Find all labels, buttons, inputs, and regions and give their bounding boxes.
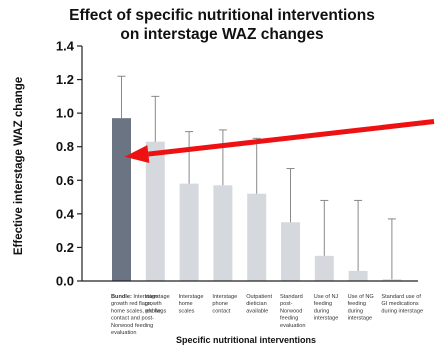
category-label-line: feeding xyxy=(314,301,332,307)
category-label-line: phone xyxy=(212,301,228,307)
category-label-line: Norwood feeding xyxy=(111,323,153,329)
category-label: Standard post-Norwood feeding evaluation xyxy=(280,294,306,329)
category-label-line: Bundle: Interstage xyxy=(111,294,158,300)
category-label-line: Interstage xyxy=(145,294,170,300)
y-tick-label: 0.0 xyxy=(56,274,74,289)
category-label-line: evaluation xyxy=(280,323,306,329)
category-label-line: during interstage xyxy=(381,308,423,314)
category-label-line: Use of NJ xyxy=(314,294,339,300)
category-label-line: during xyxy=(348,308,364,314)
category-label-line: contact and post- xyxy=(111,316,154,322)
bar xyxy=(281,222,300,281)
category-label-line: feeding xyxy=(348,301,366,307)
chart-title-line-2: on interstage WAZ changes xyxy=(120,26,323,43)
category-label: Interstage home scales xyxy=(179,294,204,314)
annotation-arrow-head xyxy=(124,145,150,164)
category-label-lead: Bundle: xyxy=(111,294,132,300)
category-label-line: post- xyxy=(280,301,293,307)
chart-title-line-1: Effect of specific nutritional intervent… xyxy=(69,7,375,24)
annotation-arrow-shaft xyxy=(148,119,435,157)
category-label-line: evaluation xyxy=(111,330,137,336)
y-tick-label: 1.0 xyxy=(56,106,74,121)
category-label-line: Use of NG xyxy=(348,294,374,300)
category-label-line: interstage xyxy=(348,316,373,322)
bar xyxy=(179,183,199,281)
bar xyxy=(213,185,233,281)
bar xyxy=(348,270,368,281)
error-bars xyxy=(117,75,396,280)
category-label-line: available xyxy=(246,308,268,314)
category-label-line: Norwood xyxy=(280,308,302,314)
category-label-line: home scales, phone xyxy=(111,308,161,314)
category-label-line: Interstage xyxy=(179,294,204,300)
bars xyxy=(112,118,402,281)
x-axis-label: Specific nutritional interventions xyxy=(176,335,316,345)
y-tick-label: 0.6 xyxy=(56,173,74,188)
category-label-line: feeding xyxy=(280,316,298,322)
category-label-line: GI medications xyxy=(381,301,419,307)
bar xyxy=(382,279,402,281)
category-label: Interstage phone contact xyxy=(212,294,237,314)
bar xyxy=(145,141,165,281)
category-label: Standard use of GI medications during inte… xyxy=(381,294,423,314)
category-label-line: Interstage xyxy=(212,294,237,300)
category-label-line: home xyxy=(179,301,193,307)
y-tick-label: 1.2 xyxy=(56,72,74,87)
category-label-line: Standard xyxy=(280,294,303,300)
y-tick-label: 0.8 xyxy=(56,139,74,154)
category-label-line: Standard use of xyxy=(381,294,421,300)
category-labels: Bundle: Interstage growth red flags, home … xyxy=(111,294,423,336)
category-label-line: Outpatient xyxy=(246,294,272,300)
y-axis-label: Effective interstage WAZ change xyxy=(13,77,25,255)
y-tick-label: 0.2 xyxy=(56,240,74,255)
bar xyxy=(112,118,131,281)
category-label-line: during xyxy=(314,308,330,314)
y-axis-ticks: 0.0 0.2 0.4 0.6 0.8 1.0 1.2 1.4 xyxy=(56,39,82,289)
category-label-line: contact xyxy=(212,308,230,314)
category-label: Bundle: Interstage growth red flags, home … xyxy=(111,294,161,336)
bar xyxy=(247,193,267,281)
category-label-line: scales xyxy=(179,308,195,314)
category-label-line: interstage xyxy=(314,316,339,322)
annotation xyxy=(124,119,435,164)
category-label: Use of NJ feeding during interstage xyxy=(314,294,339,322)
category-label-line: dietician xyxy=(246,301,267,307)
category-label-line: red flags xyxy=(145,308,167,314)
category-label: Use of NG feeding during interstage xyxy=(348,294,374,322)
y-tick-label: 1.4 xyxy=(56,39,75,54)
category-label: Outpatient dietician available xyxy=(246,294,272,314)
category-label-line: growth xyxy=(145,301,162,307)
y-tick-label: 0.4 xyxy=(56,206,75,221)
category-label-line: growth red flags, xyxy=(111,301,153,307)
category-label: Interstage growth red flags xyxy=(145,294,170,314)
bar xyxy=(314,255,334,281)
